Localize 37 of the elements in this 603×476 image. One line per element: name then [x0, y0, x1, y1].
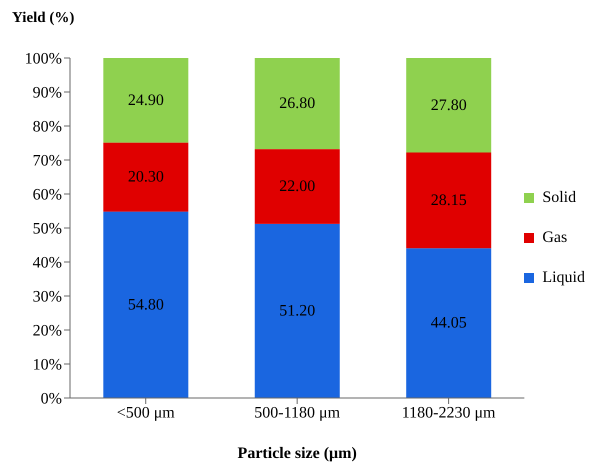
data-label: 20.30 — [128, 168, 164, 186]
y-tick-label: 50% — [32, 220, 62, 238]
x-tick-label: <500 μm — [116, 404, 176, 422]
y-axis-title: Yield (%) — [12, 10, 74, 27]
data-label: 51.20 — [279, 302, 316, 320]
y-tick-label: 0% — [40, 390, 62, 408]
bar — [254, 224, 340, 398]
bar — [103, 58, 188, 143]
bar — [406, 58, 492, 153]
bar — [406, 152, 492, 248]
y-tick-label: 10% — [32, 356, 62, 374]
y-tick-label: 60% — [32, 186, 62, 204]
x-tick-label: 500-1180 μm — [254, 404, 341, 422]
data-label: 28.15 — [430, 192, 467, 209]
data-label: 22.00 — [279, 178, 316, 196]
data-label: 27.80 — [430, 96, 467, 114]
y-tick-label: 70% — [32, 152, 62, 170]
y-tick-label: 90% — [32, 84, 62, 102]
legend-label: Liquid — [542, 269, 585, 287]
x-axis-title: Particle size (μm) — [238, 445, 357, 462]
y-tick-label: 20% — [32, 322, 62, 340]
y-tick-label: 40% — [32, 254, 62, 272]
bar — [103, 212, 188, 398]
x-tick-label: 1180-2230 μm — [402, 404, 496, 422]
data-label: 54.80 — [128, 296, 164, 314]
data-label: 26.80 — [279, 95, 316, 112]
bar — [406, 248, 492, 398]
data-label: 44.05 — [430, 314, 467, 332]
bar — [254, 58, 340, 150]
legend-label: Solid — [542, 189, 576, 207]
y-tick-label: 100% — [24, 50, 62, 68]
y-tick-label: 30% — [32, 288, 62, 306]
bar — [254, 149, 340, 224]
y-tick-label: 80% — [32, 118, 62, 136]
bar — [103, 142, 188, 212]
data-label: 24.90 — [128, 92, 164, 109]
legend-label: Gas — [542, 229, 568, 247]
